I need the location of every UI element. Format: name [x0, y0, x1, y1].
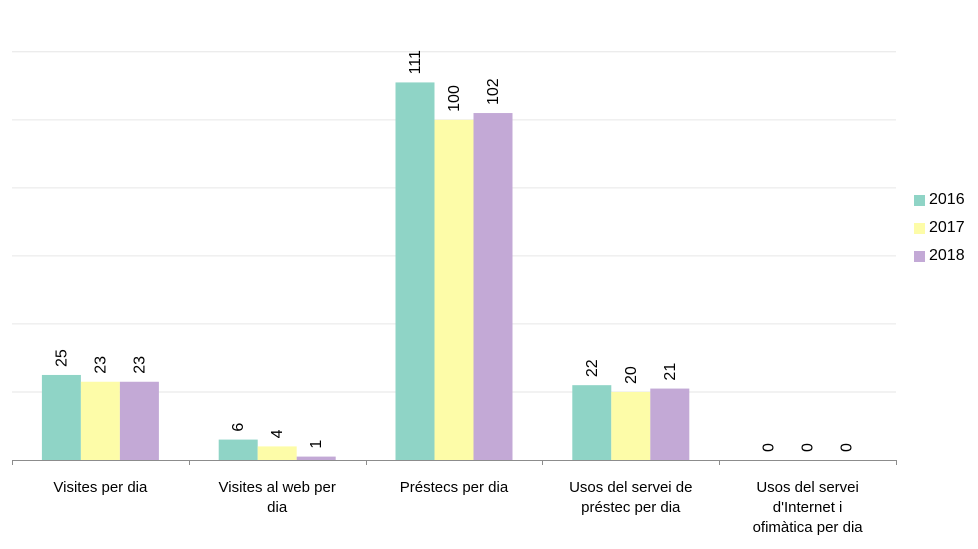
- bar-2016: [218, 439, 258, 460]
- legend-swatch: [914, 222, 925, 234]
- data-label: 23: [92, 356, 109, 374]
- data-label: 0: [800, 443, 817, 452]
- data-label: 100: [446, 85, 463, 112]
- data-label: 22: [584, 359, 601, 377]
- category-label-line: Usos del servei: [756, 479, 859, 496]
- data-label: 23: [131, 356, 148, 374]
- category-label: Visites al web per dia: [189, 478, 365, 518]
- legend-item-2016: 2016: [914, 186, 965, 214]
- category-label-line: préstec per dia: [581, 499, 681, 516]
- category-label-line: d'Internet i: [772, 499, 843, 516]
- bar-2018: [473, 113, 513, 460]
- legend-swatch: [914, 250, 925, 262]
- bar-2017: [434, 119, 474, 460]
- legend-swatch: [914, 194, 925, 206]
- legend-label: 2018: [929, 247, 965, 264]
- bar-2017: [80, 381, 120, 460]
- legend-label: 2016: [929, 191, 965, 208]
- category-label-line: Usos del servei de: [569, 479, 693, 496]
- legend-label: 2017: [929, 219, 965, 236]
- data-label: 0: [761, 443, 778, 452]
- category-label: Usos del servei de préstec per dia: [543, 478, 719, 518]
- chart-legend: 2016 2017 2018: [914, 186, 965, 270]
- bar-2016: [572, 385, 612, 460]
- category-label: Usos del servei d'Internet i ofimàtica per…: [720, 478, 896, 538]
- data-label: 1: [308, 440, 325, 449]
- category-label: Visites per dia: [12, 478, 188, 498]
- bar-2016: [395, 82, 435, 460]
- legend-item-2018: 2018: [914, 242, 965, 270]
- category-label-line: ofimàtica per dia: [752, 519, 863, 536]
- data-label: 25: [53, 349, 70, 367]
- bar-2016: [41, 374, 81, 460]
- data-label: 0: [839, 443, 856, 452]
- bar-2018: [296, 456, 336, 460]
- data-label: 20: [623, 366, 640, 384]
- category-label-line: Visites per dia: [53, 479, 148, 496]
- data-label: 111: [407, 50, 424, 74]
- data-label: 4: [269, 429, 286, 438]
- bar-2018: [119, 381, 159, 460]
- bar-2018: [650, 388, 690, 460]
- category-label-line: dia: [267, 499, 288, 516]
- category-label: Préstecs per dia: [366, 478, 542, 498]
- data-label: 6: [230, 423, 247, 432]
- category-label-line: Visites al web per: [218, 479, 336, 496]
- data-label: 21: [662, 363, 679, 381]
- legend-item-2017: 2017: [914, 214, 965, 242]
- bar-2017: [611, 391, 651, 460]
- data-label: 102: [485, 78, 502, 105]
- category-label-line: Préstecs per dia: [399, 479, 509, 496]
- bar-2017: [257, 446, 297, 460]
